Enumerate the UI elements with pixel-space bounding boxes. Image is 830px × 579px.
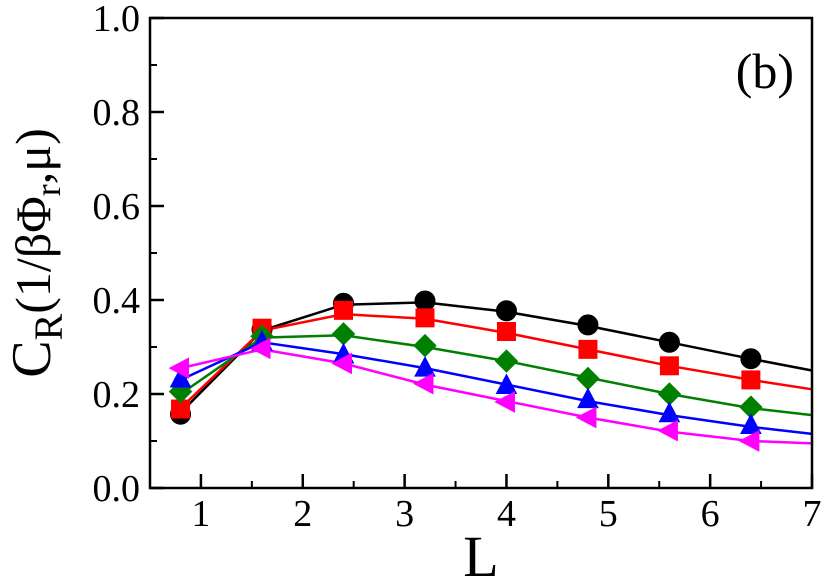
- data-point-square: [659, 356, 679, 376]
- data-point-square: [415, 308, 435, 328]
- data-point-triangle-left: [249, 337, 271, 360]
- data-point-triangle-up: [414, 356, 436, 377]
- data-point-square: [334, 300, 354, 320]
- x-tick-label: 7: [803, 493, 822, 535]
- y-axis-title-main: C: [1, 340, 63, 377]
- data-point-triangle-left: [575, 406, 597, 429]
- y-axis-title-arg-sub: r: [28, 184, 68, 196]
- data-point-diamond: [494, 349, 519, 373]
- data-point-triangle-up: [740, 413, 762, 434]
- tick-layer: 1 2 3 4 5 6 7 0.0 0.2 0.4 0.6 0.8 1.0: [93, 0, 822, 535]
- x-tick-label: 4: [497, 493, 516, 535]
- plot-frame: [148, 16, 814, 490]
- y-axis-title-arg-close: ,μ): [5, 128, 61, 184]
- y-tick-label: 0.8: [93, 92, 141, 134]
- data-point-circle: [414, 290, 436, 312]
- x-tick-label: 2: [293, 493, 312, 535]
- data-point-triangle-left: [168, 357, 190, 379]
- data-point-triangle-left: [412, 372, 434, 395]
- data-point-triangle-up: [577, 387, 599, 409]
- y-tick-label: 0.2: [93, 374, 141, 416]
- y-axis-title-main-sub: R: [26, 313, 71, 340]
- x-tick-label: 3: [395, 493, 414, 535]
- x-axis-title: L: [463, 524, 498, 579]
- marker-layer: [168, 290, 763, 452]
- y-tick-label: 0.0: [93, 468, 141, 510]
- x-tick-label: 5: [599, 493, 618, 535]
- data-point-triangle-up: [495, 373, 518, 395]
- data-point-triangle-left: [657, 419, 678, 442]
- y-tick-label: 1.0: [93, 0, 141, 40]
- series-line-5: [180, 348, 813, 445]
- series-line-1: [179, 301, 813, 414]
- data-point-circle: [495, 300, 517, 322]
- data-point-diamond: [331, 322, 356, 346]
- panel-label: (b): [736, 43, 794, 99]
- data-point-triangle-left: [494, 391, 515, 413]
- x-tick-label: 1: [191, 493, 210, 535]
- data-point-triangle-left: [331, 352, 353, 375]
- y-tick-label: 0.4: [93, 280, 141, 322]
- data-point-square: [741, 370, 761, 390]
- data-point-square: [496, 321, 516, 341]
- data-point-circle: [577, 314, 599, 336]
- series-layer: [179, 301, 813, 445]
- y-tick-label: 0.6: [93, 186, 141, 228]
- y-axis-title-arg-open: (1/βΦ: [5, 196, 61, 314]
- x-tick-label: 6: [701, 493, 720, 535]
- data-point-diamond: [413, 333, 437, 358]
- data-point-diamond: [576, 366, 600, 391]
- series-line-4: [180, 341, 813, 436]
- data-point-triangle-up: [658, 401, 681, 423]
- data-point-circle: [740, 348, 762, 370]
- data-point-circle: [658, 331, 680, 353]
- data-point-triangle-left: [738, 430, 760, 452]
- data-point-triangle-up: [169, 366, 192, 388]
- y-axis-title: CR(1/βΦr,μ): [1, 128, 71, 378]
- data-point-square: [578, 339, 598, 359]
